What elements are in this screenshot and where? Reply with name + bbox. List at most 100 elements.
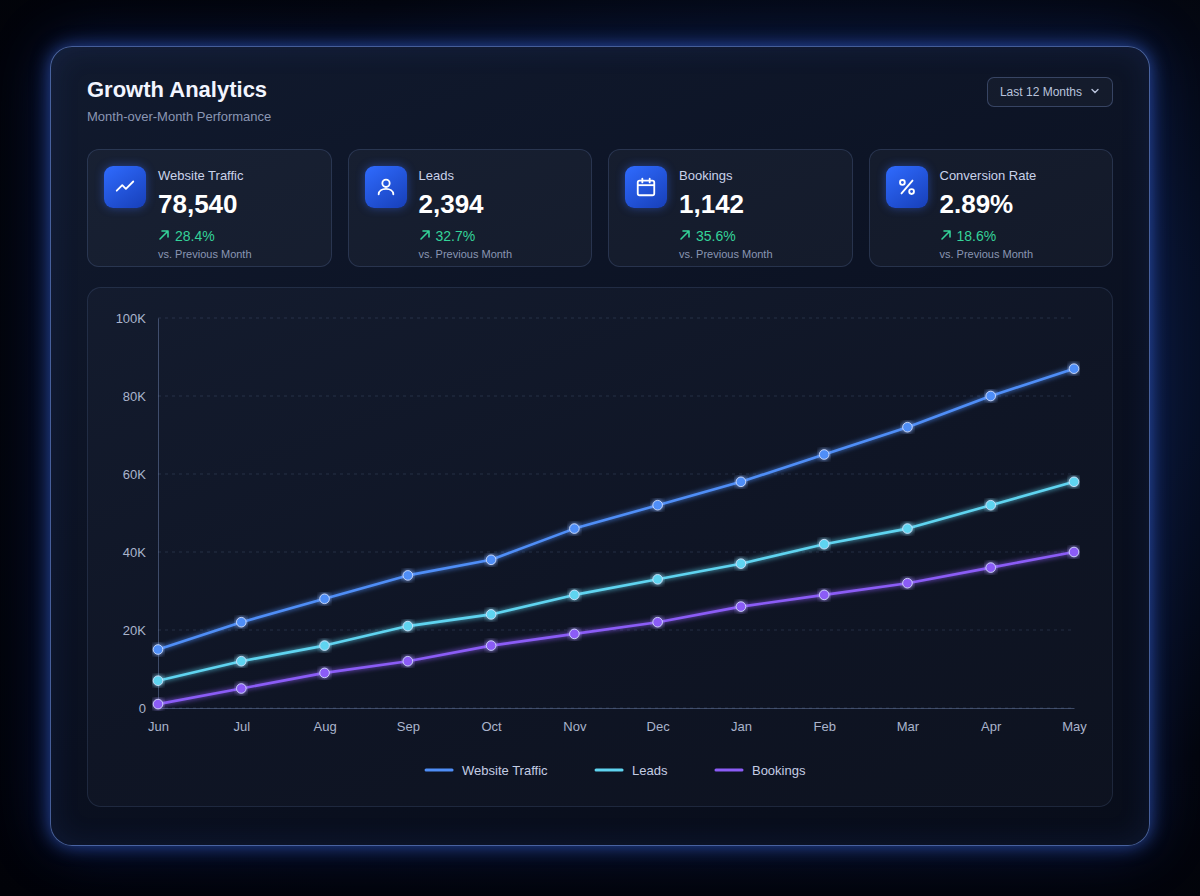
- chart: 020K40K60K80K100KJunJulAugSepOctNovDecJa…: [100, 300, 1104, 794]
- icon-stroke: [382, 180, 389, 187]
- x-tick-label: Dec: [647, 719, 671, 734]
- kpi-arrow: [940, 228, 952, 244]
- series-point: [486, 641, 496, 651]
- series-point: [986, 563, 996, 573]
- kpi-card: Leads2,39432.7%vs. Previous Month: [348, 149, 593, 267]
- series-point: [903, 524, 913, 534]
- series-point: [653, 575, 663, 585]
- chart-box: 020K40K60K80K100KJunJulAugSepOctNovDecJa…: [87, 287, 1113, 807]
- x-tick-label: Aug: [313, 719, 336, 734]
- grid: [158, 318, 1074, 708]
- series-point: [153, 699, 163, 709]
- kpi-label: Website Traffic: [158, 168, 252, 183]
- chevron-stroke[interactable]: [1092, 90, 1098, 93]
- chevron-wrap[interactable]: [1090, 85, 1100, 99]
- series-point: [1069, 364, 1079, 374]
- kpi-label: Leads: [419, 168, 513, 183]
- series-point: [570, 590, 580, 600]
- range-label[interactable]: Last 12 Months: [1000, 85, 1082, 99]
- grid-line: [158, 630, 1074, 631]
- icon-calendar: [635, 176, 657, 198]
- x-axis: JunJulAugSepOctNovDecJanFebMarAprMay: [148, 708, 1087, 734]
- x-axis-line: [159, 708, 1075, 709]
- x-tick-label: Mar: [897, 719, 920, 734]
- x-tick-label: Sep: [397, 719, 420, 734]
- kpi-value: 1,142: [679, 189, 773, 220]
- series-point: [403, 621, 413, 631]
- x-tick: Apr: [981, 708, 1002, 734]
- icon-stroke: [378, 189, 393, 195]
- series-point: [570, 524, 580, 534]
- series-point: [736, 559, 746, 569]
- kpi-card: Conversion Rate2.89%18.6%vs. Previous Mo…: [869, 149, 1114, 267]
- y-tick: 40K: [123, 545, 158, 560]
- icon-stroke: [117, 182, 134, 191]
- series-point: [986, 500, 996, 510]
- x-tick-label: May: [1062, 719, 1087, 734]
- series-line: [158, 369, 1074, 650]
- legend-label: Leads: [632, 763, 668, 778]
- x-tick-label: Nov: [563, 719, 587, 734]
- chevron[interactable]: [1090, 86, 1100, 96]
- legend-label: Bookings: [752, 763, 806, 778]
- y-tick-label: 100K: [116, 311, 147, 326]
- series-point: [1069, 477, 1079, 487]
- icon-stroke: [901, 181, 912, 194]
- kpi-change: 32.7%: [436, 228, 476, 244]
- grid-line: [158, 552, 1074, 553]
- x-tick: Dec: [647, 708, 671, 734]
- series-point: [236, 684, 246, 694]
- kpi-note: vs. Previous Month: [419, 248, 513, 260]
- arrow-up: [940, 229, 952, 241]
- x-tick: Jun: [148, 708, 169, 734]
- series-point: [153, 676, 163, 686]
- series-point: [320, 594, 330, 604]
- header: Growth Analytics Month-over-Month Perfor…: [87, 77, 1113, 127]
- arrow-up: [158, 229, 170, 241]
- series-point: [486, 555, 496, 565]
- kpi-cards: Website Traffic78,54028.4%vs. Previous M…: [87, 149, 1113, 267]
- range-selector[interactable]: Last 12 Months: [987, 77, 1113, 107]
- kpi-change-row: 18.6%: [940, 228, 1037, 244]
- kpi-note: vs. Previous Month: [158, 248, 252, 260]
- icon-trend: [114, 176, 136, 198]
- kpi-note: vs. Previous Month: [940, 248, 1037, 260]
- arrow-stroke: [942, 231, 950, 239]
- icon-person: [375, 176, 397, 198]
- kpi-icon: [365, 166, 407, 208]
- y-tick-label: 80K: [123, 389, 146, 404]
- kpi-text: Website Traffic78,54028.4%vs. Previous M…: [158, 166, 252, 250]
- kpi-label: Conversion Rate: [940, 168, 1037, 183]
- x-tick-label: Jan: [731, 719, 752, 734]
- icon-stroke: [641, 179, 643, 183]
- x-tick: Nov: [563, 708, 587, 734]
- y-tick-label: 20K: [123, 623, 146, 638]
- x-tick: Jan: [731, 708, 752, 734]
- kpi-card: Bookings1,14235.6%vs. Previous Month: [608, 149, 853, 267]
- series-point: [653, 617, 663, 627]
- icon-stroke: [638, 181, 655, 196]
- series-line: [158, 552, 1074, 704]
- x-tick-label: Feb: [813, 719, 835, 734]
- kpi-arrow: [158, 228, 170, 244]
- series-point: [320, 641, 330, 651]
- series-point: [403, 656, 413, 666]
- series-point: [236, 617, 246, 627]
- kpi-change: 28.4%: [175, 228, 215, 244]
- kpi-note: vs. Previous Month: [679, 248, 773, 260]
- series-point: [236, 656, 246, 666]
- y-tick-label: 60K: [123, 467, 146, 482]
- y-tick: 20K: [123, 623, 158, 638]
- plot: 020K40K60K80K100KJunJulAugSepOctNovDecJa…: [116, 311, 1088, 735]
- grid-line: [158, 474, 1074, 475]
- y-tick: 60K: [123, 467, 158, 482]
- subtitle: Month-over-Month Performance: [87, 109, 271, 124]
- x-tick: Jul: [233, 708, 250, 734]
- kpi-text: Leads2,39432.7%vs. Previous Month: [419, 166, 513, 250]
- legend-swatch: [716, 769, 742, 772]
- y-tick-label: 40K: [123, 545, 146, 560]
- kpi-icon: [625, 166, 667, 208]
- kpi-change: 18.6%: [957, 228, 997, 244]
- series-point: [819, 450, 829, 460]
- y-tick: 100K: [116, 311, 158, 326]
